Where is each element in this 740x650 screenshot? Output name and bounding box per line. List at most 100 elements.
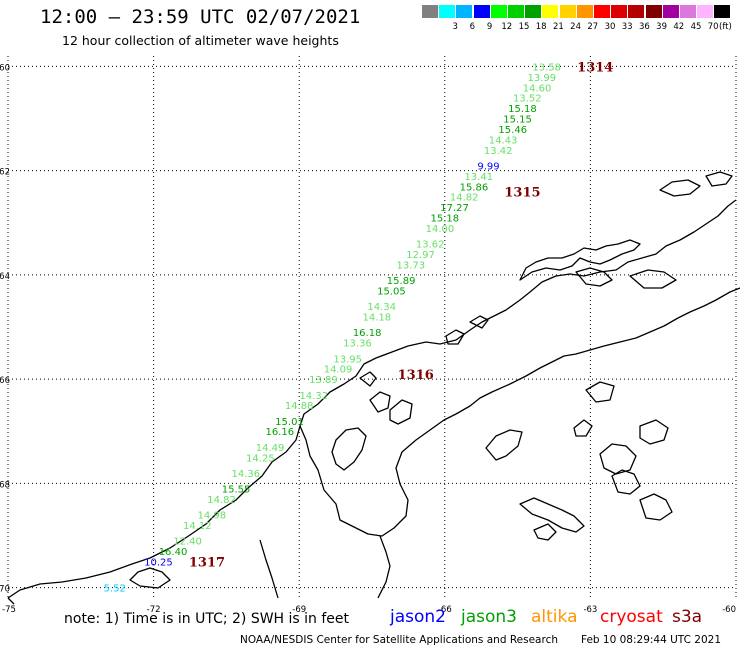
wave-height-label: 14.12 [183,521,212,532]
wave-height-label: 15.05 [377,287,406,298]
legend-swatch [714,5,731,18]
wave-height-label: 13.41 [464,172,493,183]
legend-swatch [456,5,473,18]
graticule [7,56,737,598]
satellite-legend-item: jason3 [461,607,517,627]
legend-swatch-label: 3 [452,22,458,32]
legend-swatch-label: 33 [621,22,633,32]
generation-timestamp: Feb 10 08:29:44 UTC 2021 [581,634,721,646]
wave-height-label: 14.18 [363,313,392,324]
wave-height-label: 14.82 [207,495,236,506]
wave-height-label: 14.34 [367,302,396,313]
longitude-tick-label: -66 [438,605,452,615]
wave-height-label: 10.25 [144,558,173,569]
wave-height-label: 13.99 [528,73,557,84]
wave-height-label: 12.40 [173,537,202,548]
wave-height-label: 15.89 [387,276,416,287]
wave-height-label: 13.42 [484,146,513,157]
orbit-number-label: 1316 [398,368,434,383]
wave-height-label: 13.62 [416,240,445,251]
wave-height-label: 15.15 [503,115,532,126]
longitude-tick-label: -75 [2,605,16,615]
wave-height-label: 14.49 [256,443,285,454]
legend-swatch-label: 15 [518,22,530,32]
longitude-tick-label: -69 [292,605,306,615]
legend-swatch [628,5,645,18]
longitude-tick-label: -60 [722,605,736,615]
wave-height-label: 12.97 [406,250,435,261]
legend-swatch-label: 36 [638,22,650,32]
wave-height-label: 9.99 [477,161,499,172]
legend-swatch [422,5,438,18]
orbit-number-label: 1315 [504,186,540,201]
wave-height-label: 13.52 [513,94,542,105]
legend-swatch-label: 21 [552,22,564,32]
wave-height-label: 15.46 [498,125,527,136]
wave-height-label: 14.60 [523,83,552,94]
wave-height-label: 14.98 [198,511,227,522]
orbit-number-label: 1314 [577,60,613,75]
legend-swatch [439,5,456,18]
axis-tick-labels: -60 -62 -64 -66 -68 -70 -75 -72 -69 -66 -63 -60 [0,63,736,615]
credit-line: NOAA/NESDIS Center for Satellite Applica… [240,634,558,646]
legend-swatch [559,5,576,18]
latitude-tick-label: -66 [0,376,10,386]
wave-height-label: 14.09 [324,365,353,376]
wave-height-label: 15.01 [275,417,304,428]
legend-swatch [594,5,610,18]
wave-height-label: 14.36 [231,469,260,480]
wave-height-label: 14.00 [426,224,455,235]
legend-swatch-label: 39 [656,22,667,32]
wave-height-label: 13.89 [309,375,338,386]
satellite-legend-item: altika [531,607,578,627]
wave-height-label: 15.86 [460,182,489,193]
satellite-legend-item: s3a [672,607,703,627]
longitude-tick-label: -72 [147,605,161,615]
latitude-tick-label: -62 [0,168,10,178]
legend-swatch [697,5,714,18]
legend-swatch-label: 24 [570,22,581,32]
legend-swatch [490,5,507,18]
wave-height-label: 5.52 [104,584,126,595]
orbit-labels: 1314 1315 1316 1317 [189,60,613,570]
legend-swatch [611,5,628,18]
legend-swatch [576,5,593,18]
legend-swatch [680,5,696,18]
wave-height-label: 15.18 [430,214,459,225]
wave-height-label: 16.40 [159,547,188,558]
wave-height-label: 16.18 [353,328,382,339]
legend-swatch-label: 27 [587,22,599,32]
latitude-tick-label: -60 [0,63,10,73]
wave-height-label: 14.25 [246,453,275,464]
orbit-number-label: 1317 [189,556,225,571]
units-note: note: 1) Time is in UTC; 2) SWH is in fe… [64,611,350,627]
legend-swatch [645,5,662,18]
wave-height-label: 14.43 [489,135,518,146]
wave-height-label: 14.32 [299,391,328,402]
legend-swatch-label: 12 [501,22,513,32]
legend-swatch-label: 9 [486,22,493,32]
longitude-tick-label: -63 [583,605,597,615]
wave-height-label: 16.16 [265,427,294,438]
legend-unit: (ft) [719,22,732,32]
coastline [7,171,740,605]
satellite-legend-item: jason2 [390,607,446,627]
legend-swatch-label: 30 [604,22,616,32]
wave-height-label: 13.95 [333,354,362,365]
legend-swatch [508,5,524,18]
latitude-tick-label: -64 [0,272,10,282]
map-subtitle: 12 hour collection of altimeter wave hei… [62,33,339,48]
legend-swatch [662,5,679,18]
legend-swatch [542,5,559,18]
legend-swatch [525,5,542,18]
wave-height-label: 14.88 [285,401,314,412]
legend-swatch [473,5,490,18]
wave-height-label: 13.58 [532,62,561,73]
legend-swatch-label: 45 [690,22,702,32]
wave-height-label: 13.36 [343,339,372,350]
satellite-legend-item: cryosat [600,607,663,627]
legend-swatch-label: 6 [469,22,476,32]
latitude-tick-label: -68 [0,480,10,490]
